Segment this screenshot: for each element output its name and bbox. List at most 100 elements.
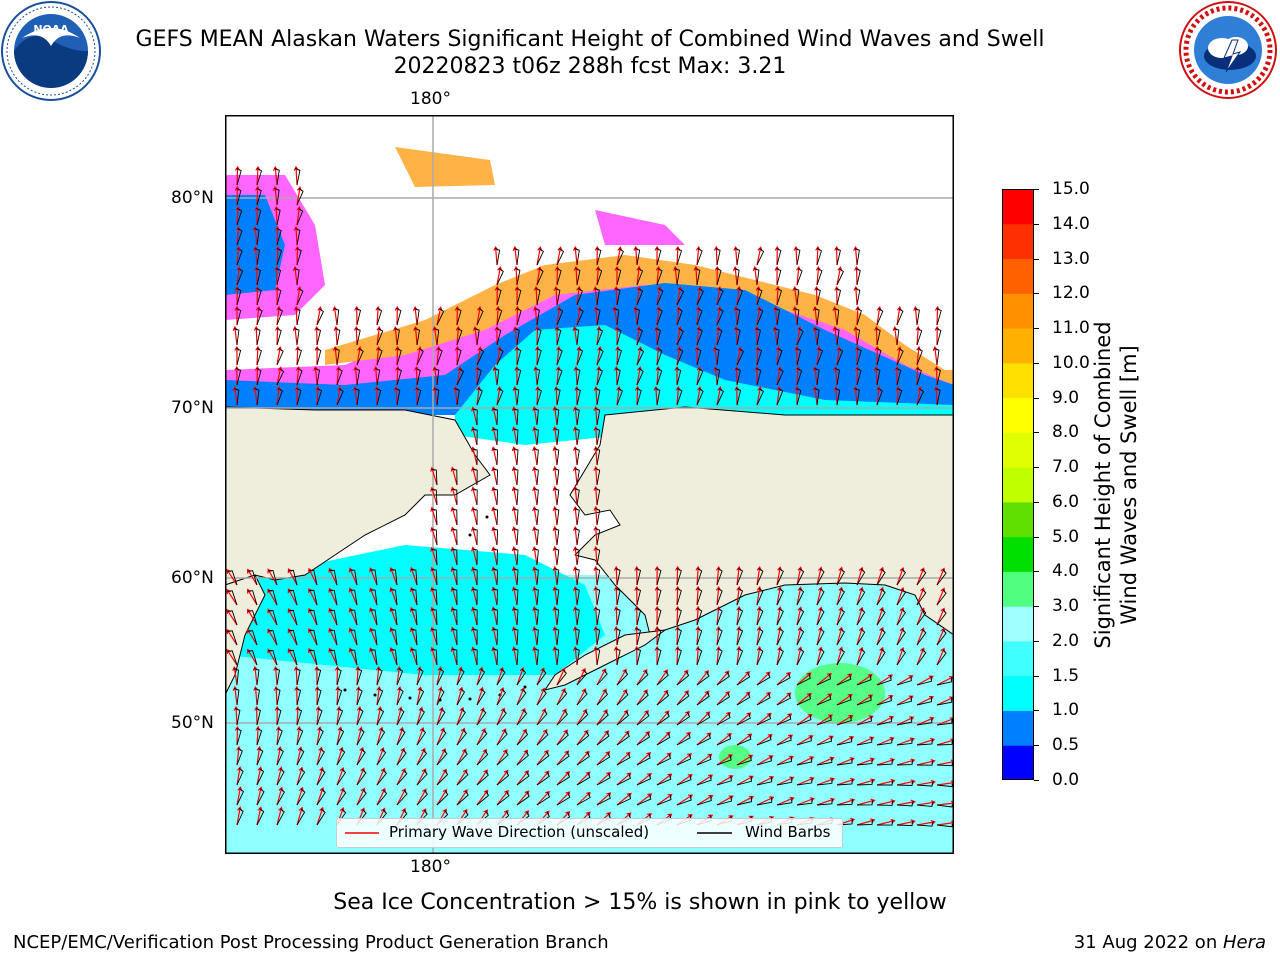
wind-barb (896, 675, 912, 686)
wind-barb (596, 752, 611, 766)
wave-direction-arrow (254, 247, 258, 266)
wind-barb (635, 627, 642, 646)
colorbar-tick-label: 14.0 (1052, 213, 1090, 234)
wave-direction-arrow (656, 794, 672, 806)
wave-direction-arrow (655, 386, 658, 406)
wave-direction-arrow (434, 387, 438, 406)
wind-barb (574, 588, 580, 606)
wind-barb (316, 768, 326, 786)
wind-barb (536, 268, 544, 286)
wave-direction-arrow (836, 673, 852, 686)
wind-barb (334, 348, 340, 366)
wave-direction-arrow (776, 672, 791, 686)
wave-direction-arrow (615, 366, 618, 386)
wave-direction-arrow (496, 790, 509, 806)
wave-direction-arrow (816, 567, 822, 586)
wave-direction-arrow (596, 266, 599, 286)
wind-barb (336, 768, 347, 786)
wave-direction-arrow (796, 777, 814, 786)
wind-barb (696, 795, 712, 806)
wave-direction-arrow (533, 607, 538, 626)
wind-barb (676, 288, 685, 306)
wave-direction-arrow (556, 247, 562, 266)
wind-barb (736, 288, 743, 306)
wind-barb (476, 729, 488, 746)
wave-direction-arrow (736, 733, 752, 746)
wind-barb (776, 672, 791, 686)
wave-direction-arrow (736, 587, 740, 606)
wind-barb (553, 428, 560, 446)
wave-direction-arrow (656, 773, 672, 786)
wind-barb (696, 288, 704, 306)
wind-barb (415, 387, 422, 406)
wave-direction-arrow (436, 667, 442, 686)
footer-branch: NCEP/EMC/Verification Post Processing Pr… (13, 932, 609, 953)
wind-barb (235, 708, 241, 726)
wave-direction-arrow (615, 626, 618, 646)
wind-barb (876, 800, 894, 806)
wind-barb (456, 749, 468, 766)
wave-direction-arrow (533, 427, 538, 446)
wave-direction-arrow (456, 667, 462, 686)
wave-direction-arrow (615, 606, 618, 626)
wave-direction-arrow (615, 646, 618, 666)
wave-direction-arrow (247, 649, 258, 666)
wind-barb (275, 208, 281, 226)
colorbar-segment (1002, 189, 1034, 225)
wind-barb (876, 388, 883, 406)
colorbar-border (1002, 189, 1034, 780)
wind-barb (349, 649, 358, 666)
wind-barb (514, 328, 520, 346)
wave-direction-arrow (296, 187, 301, 206)
wave-direction-arrow (634, 307, 638, 326)
wave-direction-arrow (394, 327, 398, 346)
wave-direction-arrow (896, 647, 904, 666)
wind-barb (636, 773, 652, 786)
wind-barb (676, 732, 691, 746)
wind-barb (275, 688, 281, 706)
wind-barb (556, 751, 570, 766)
wind-barb (296, 808, 306, 826)
wind-barb (414, 308, 420, 326)
wind-barb (776, 756, 793, 766)
wave-direction-arrow (316, 386, 319, 406)
wave-direction-arrow (256, 747, 261, 766)
wave-direction-arrow (395, 386, 398, 406)
wave-direction-arrow (656, 287, 661, 306)
wind-barb (476, 750, 489, 766)
colorbar-segment (1002, 536, 1034, 572)
wind-barb (415, 368, 421, 386)
wind-barb (896, 367, 902, 386)
wave-direction-arrow (594, 287, 598, 306)
wind-barb (616, 348, 622, 366)
wave-direction-arrow (936, 760, 954, 766)
wind-barb (716, 328, 723, 346)
wave-direction-arrow (716, 327, 720, 346)
wind-barb (856, 648, 866, 666)
wind-barb (316, 387, 323, 406)
colorbar-tick-label: 12.0 (1052, 283, 1090, 304)
wind-barb (696, 568, 703, 586)
wave-direction-arrow (516, 688, 525, 706)
wind-barb (456, 668, 465, 686)
wind-barb (390, 589, 398, 606)
wind-barb (876, 648, 886, 666)
wave-direction-arrow (416, 727, 424, 746)
noaa-logo: NOAA (0, 0, 102, 106)
wind-barb (233, 388, 240, 406)
wave-direction-arrow (369, 608, 378, 626)
wave-direction-arrow (916, 760, 935, 766)
wave-direction-arrow (574, 607, 578, 626)
wave-direction-arrow (696, 387, 701, 406)
wave-direction-arrow (636, 267, 640, 286)
wind-barb (472, 488, 478, 506)
wind-barb (492, 608, 499, 626)
wave-direction-arrow (816, 627, 822, 646)
wind-barb (816, 588, 825, 606)
wind-barb (376, 748, 387, 766)
wave-direction-arrow (416, 667, 421, 686)
wind-barb (776, 348, 783, 366)
wind-barb (636, 670, 649, 686)
wind-barb (756, 672, 771, 686)
wind-barb (315, 327, 322, 346)
